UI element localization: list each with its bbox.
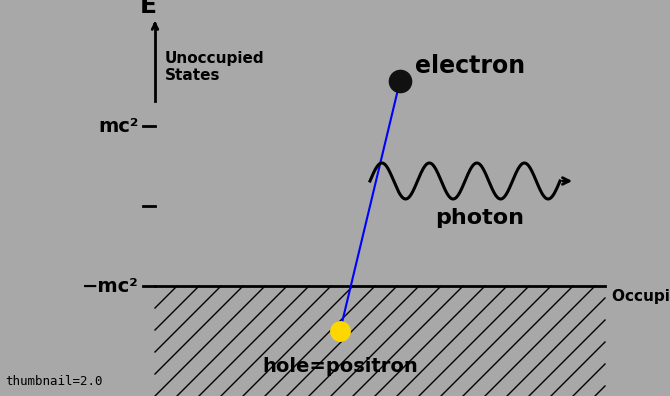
Text: Unoccupied
States: Unoccupied States bbox=[165, 51, 265, 84]
Text: hole=positron: hole=positron bbox=[262, 356, 418, 375]
Text: E: E bbox=[139, 0, 157, 18]
Text: thumbnail=2.0: thumbnail=2.0 bbox=[5, 375, 103, 388]
Text: −mc²: −mc² bbox=[82, 276, 139, 295]
Text: Occupied states: Occupied states bbox=[612, 289, 670, 303]
Text: photon: photon bbox=[436, 208, 525, 228]
Text: mc²: mc² bbox=[98, 116, 139, 135]
Text: electron: electron bbox=[415, 54, 525, 78]
